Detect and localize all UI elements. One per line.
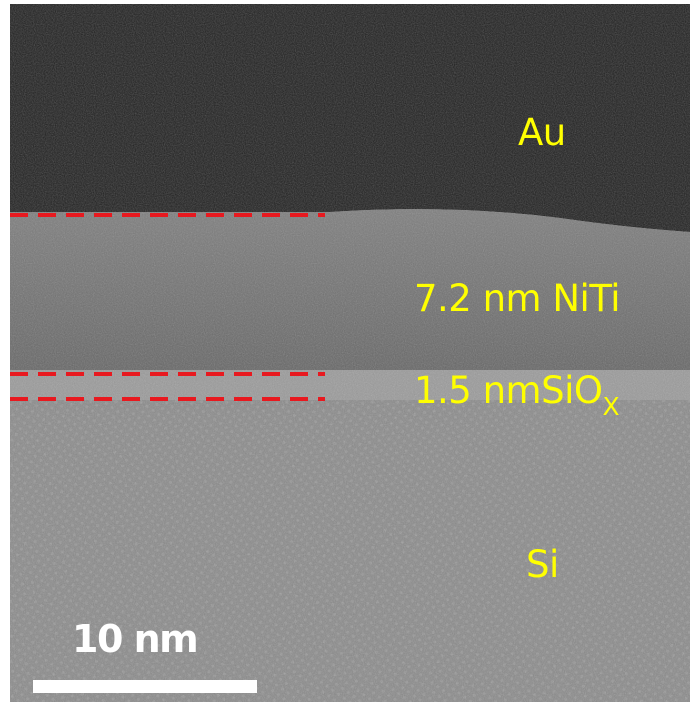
- siox-label: 1.5 nmSiOX: [414, 369, 620, 419]
- siox-label-subscript: X: [602, 392, 620, 421]
- siox-label-main: 1.5 nmSiO: [414, 369, 603, 412]
- scale-bar: [33, 680, 257, 693]
- si-label: Si: [526, 543, 559, 586]
- scale-bar-label: 10 nm: [72, 617, 199, 661]
- au-label: Au: [518, 111, 566, 154]
- niti-label: 7.2 nm NiTi: [414, 277, 621, 320]
